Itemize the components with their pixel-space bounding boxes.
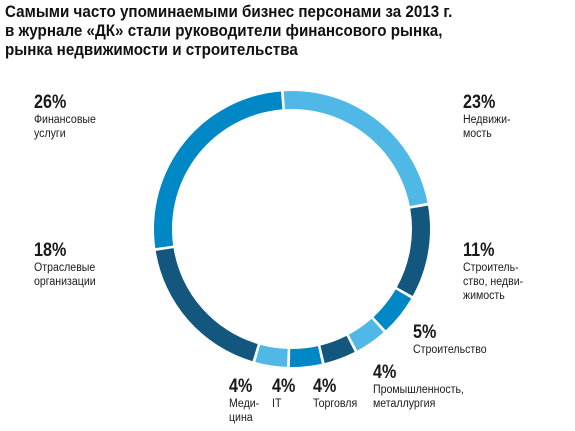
slice-label: 18% Отраслевые организации (34, 240, 101, 289)
slice-value-label: 23% (463, 92, 496, 113)
donut-slice (289, 346, 322, 367)
slice-label: 11% Строитель- ство, недви- жимость (463, 240, 528, 303)
slice-category-label: Промышленность, металлургия (373, 384, 464, 410)
slice-value-label: 4% (313, 376, 337, 397)
slice-label: 5% Строительство (413, 322, 493, 357)
slice-value-label: 4% (229, 376, 253, 397)
slice-label: 4% Промышленность, металлургия (373, 362, 472, 411)
donut-slice (153, 91, 283, 249)
slice-category-label: IT (272, 398, 282, 410)
slice-value-label: 4% (373, 362, 397, 383)
donut-slice (396, 205, 430, 296)
slice-label: 4% Меди- цина (229, 376, 262, 425)
chart-title-line-2: в журнале «ДК» стали руководители финанс… (5, 22, 443, 40)
slice-category-label: Строительство (413, 344, 487, 356)
slice-label: 4% IT (272, 376, 299, 411)
slice-value-label: 18% (34, 240, 67, 261)
donut-slice (255, 344, 288, 367)
slice-category-label: Финансовые услуги (34, 114, 96, 140)
slice-category-label: Торговля (313, 398, 358, 410)
donut-slice (283, 91, 428, 207)
donut-slice (155, 248, 258, 362)
chart-title-line-3: рынка недвижимости и строительства (5, 41, 298, 59)
slice-category-label: Строитель- ство, недви- жимость (463, 262, 524, 302)
donut-slice (348, 318, 384, 351)
slice-value-label: 26% (34, 92, 67, 113)
slice-label: 26% Финансовые услуги (34, 92, 101, 141)
slice-label: 4% Торговля (313, 376, 361, 411)
slice-category-label: Отраслевые организации (34, 262, 96, 288)
chart-title-line-1: Самыми часто упоминаемыми бизнес персона… (5, 3, 453, 21)
slice-category-label: Недвижи- мость (463, 114, 511, 140)
slice-value-label: 4% (272, 376, 296, 397)
slice-label: 23% Недвижи- мость (463, 92, 515, 141)
slice-value-label: 11% (463, 240, 495, 261)
chart-title: Самыми часто упоминаемыми бизнес персона… (5, 3, 525, 60)
donut-slice (320, 335, 355, 364)
donut-slice (373, 289, 412, 331)
slice-category-label: Меди- цина (229, 398, 260, 424)
slice-value-label: 5% (413, 322, 437, 343)
